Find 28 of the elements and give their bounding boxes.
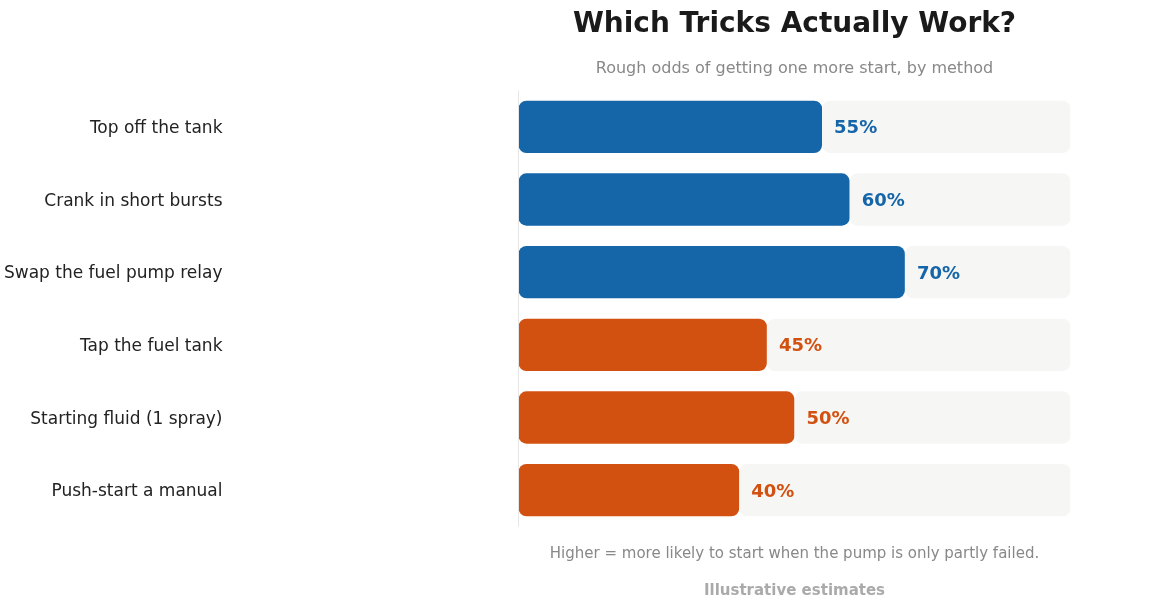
- text: Illustrative estimates: [703, 580, 886, 599]
- y-tick-label: Top off the tank: [88, 116, 223, 137]
- y-tick-label: Push-start a manual: [51, 480, 223, 501]
- bar: [518, 246, 905, 299]
- bar: [822, 100, 1071, 153]
- data-label: 55%: [834, 116, 878, 138]
- data-label: 60%: [861, 189, 905, 210]
- bar: [739, 464, 1071, 517]
- data-label: 50%: [806, 407, 850, 428]
- y-tick-label: Tap the fuel tank: [78, 334, 223, 355]
- bar: [849, 173, 1071, 226]
- bar: [904, 246, 1071, 299]
- data-label: 40%: [751, 479, 795, 501]
- y-tick-label: Crank in short bursts: [44, 189, 223, 210]
- text: Higher = more likely to start when the pump is only partly failed.: [549, 543, 1040, 562]
- bar: [518, 464, 740, 517]
- bar: [518, 318, 767, 371]
- y-tick-label: Starting fluid (1 spray): [30, 407, 223, 428]
- bar: [518, 391, 795, 444]
- chart-title: Which Tricks Actually Work?: [572, 5, 1017, 39]
- chart-subtitle: Rough odds of getting one more start, by method: [595, 57, 994, 77]
- data-label: 70%: [916, 261, 960, 283]
- data-label: 45%: [778, 334, 822, 356]
- bar: [518, 100, 823, 153]
- y-tick-label: Swap the fuel pump relay: [3, 262, 223, 283]
- bar: [766, 318, 1071, 371]
- bar: [794, 391, 1071, 444]
- bar: [518, 173, 850, 226]
